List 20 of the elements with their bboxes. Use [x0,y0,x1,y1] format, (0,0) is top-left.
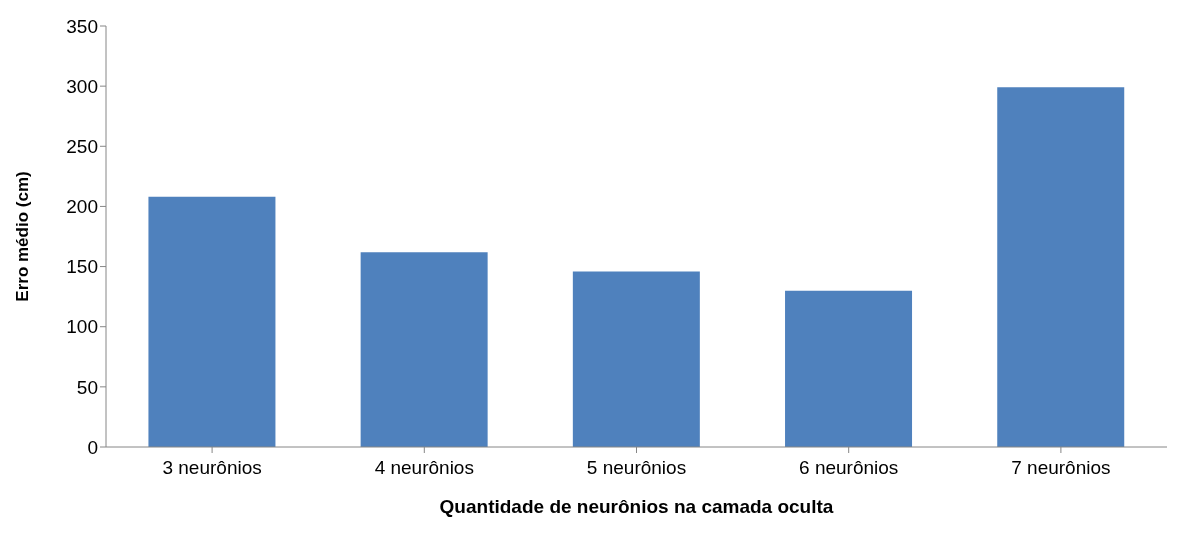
y-tick-label: 300 [66,75,98,97]
x-axis-title: Quantidade de neurônios na camada oculta [439,496,834,517]
y-tick-label: 250 [66,136,98,158]
bar [360,252,488,447]
y-tick-label: 0 [87,436,98,458]
x-tick-label: 5 neurônios [586,457,687,479]
y-tick-label: 100 [66,316,98,338]
x-tick-label: 4 neurônios [374,457,474,479]
bar [148,196,276,447]
x-tick-label: 7 neurônios [1011,457,1111,479]
y-tick-label: 350 [66,15,98,37]
bar [997,87,1125,447]
x-tick-label: 3 neurônios [162,457,262,479]
y-tick-label: 150 [66,256,98,278]
y-axis-title: Erro médio (cm) [13,171,33,302]
bar [785,290,913,447]
x-tick-label: 6 neurônios [799,457,899,479]
y-tick-label: 200 [66,196,98,218]
bar [572,271,700,447]
y-tick-label: 50 [76,376,98,398]
